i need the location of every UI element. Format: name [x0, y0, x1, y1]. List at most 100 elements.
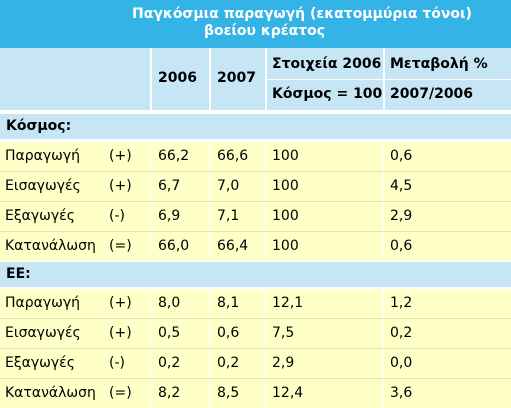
row-divider [0, 378, 511, 379]
row-2007: 8,1 [217, 295, 240, 311]
cell-divider [265, 349, 266, 378]
cell-divider [150, 202, 151, 231]
row-2007: 66,6 [217, 148, 249, 164]
row-sign: (+) [109, 148, 132, 164]
row-2006: 66,0 [158, 238, 190, 254]
cell-divider [209, 172, 210, 201]
row-2007: 0,6 [217, 325, 240, 341]
section-label: Κόσμος: [6, 118, 72, 134]
cell-divider [265, 289, 266, 318]
row-name: Εισαγωγές [5, 325, 81, 341]
cell-divider [265, 379, 266, 408]
row-sign: (+) [109, 325, 132, 341]
table-header: 2006 2007 Στοιχεία 2006 Κόσμος = 100 Μετ… [0, 48, 511, 110]
row-divider [0, 171, 511, 172]
row-name: Κατανάλωση [5, 238, 96, 254]
table-row: Εξαγωγές (-) 0,2 0,2 2,9 0,0 [0, 349, 511, 378]
header-2007: 2007 [217, 70, 256, 86]
row-change: 1,2 [390, 295, 413, 311]
header-index-bottom: Κόσμος = 100 [272, 86, 383, 102]
row-sign: (-) [109, 355, 125, 371]
cell-divider [209, 202, 210, 231]
header-change-bottom: 2007/2006 [390, 86, 474, 102]
row-name: Εξαγωγές [5, 355, 75, 371]
row-change: 4,5 [390, 178, 413, 194]
header-col-divider [150, 48, 152, 110]
row-2006: 6,9 [158, 208, 181, 224]
row-name: Παραγωγή [5, 295, 81, 311]
row-index: 12,4 [272, 385, 304, 401]
row-2006: 66,2 [158, 148, 190, 164]
row-divider [0, 231, 511, 232]
cell-divider [209, 232, 210, 261]
row-2006: 6,7 [158, 178, 181, 194]
section-eu: ΕΕ: [0, 262, 511, 287]
table-row: Εισαγωγές (+) 0,5 0,6 7,5 0,2 [0, 319, 511, 348]
row-sign: (=) [109, 385, 132, 401]
cell-divider [150, 289, 151, 318]
cell-divider [209, 142, 210, 171]
cell-divider [150, 349, 151, 378]
row-sign: (=) [109, 238, 132, 254]
header-col-divider [383, 48, 385, 110]
cell-divider [209, 379, 210, 408]
table-row: Εξαγωγές (-) 6,9 7,1 100 2,9 [0, 202, 511, 231]
row-index: 7,5 [272, 325, 295, 341]
cell-divider [383, 232, 384, 261]
table-row: Παραγωγή (+) 66,2 66,6 100 0,6 [0, 142, 511, 171]
cell-divider [383, 349, 384, 378]
cell-divider [150, 232, 151, 261]
row-change: 2,9 [390, 208, 413, 224]
row-name: Κατανάλωση [5, 385, 96, 401]
cell-divider [150, 172, 151, 201]
row-sign: (+) [109, 295, 132, 311]
row-2007: 8,5 [217, 385, 240, 401]
cell-divider [383, 319, 384, 348]
row-2007: 7,0 [217, 178, 240, 194]
cell-divider [265, 319, 266, 348]
table-row: Κατανάλωση (=) 8,2 8,5 12,4 3,6 [0, 379, 511, 408]
row-index: 100 [272, 148, 299, 164]
row-name: Εξαγωγές [5, 208, 75, 224]
row-index: 2,9 [272, 355, 295, 371]
row-divider [0, 348, 511, 349]
cell-divider [383, 289, 384, 318]
row-change: 0,6 [390, 238, 413, 254]
row-2007: 66,4 [217, 238, 249, 254]
cell-divider [150, 319, 151, 348]
row-divider [0, 318, 511, 319]
table-row: Κατανάλωση (=) 66,0 66,4 100 0,6 [0, 232, 511, 261]
table-title: Παγκόσμια παραγωγή (εκατομμύρια τόνοι) β… [0, 0, 511, 48]
header-2006: 2006 [158, 70, 197, 86]
row-change: 0,0 [390, 355, 413, 371]
row-change: 3,6 [390, 385, 413, 401]
table-row: Παραγωγή (+) 8,0 8,1 12,1 1,2 [0, 289, 511, 318]
cell-divider [150, 142, 151, 171]
cell-divider [265, 202, 266, 231]
header-col-divider [209, 48, 211, 110]
cell-divider [150, 379, 151, 408]
header-col-divider [265, 48, 267, 110]
cell-divider [265, 172, 266, 201]
cell-divider [383, 379, 384, 408]
row-sign: (+) [109, 178, 132, 194]
cell-divider [265, 142, 266, 171]
row-name: Εισαγωγές [5, 178, 81, 194]
row-index: 100 [272, 208, 299, 224]
cell-divider [209, 349, 210, 378]
row-index: 100 [272, 178, 299, 194]
row-index: 12,1 [272, 295, 304, 311]
section-label: ΕΕ: [6, 266, 31, 282]
cell-divider [265, 232, 266, 261]
cell-divider [383, 202, 384, 231]
header-divider [265, 79, 511, 80]
row-name: Παραγωγή [5, 148, 81, 164]
cell-divider [383, 142, 384, 171]
table-row: Εισαγωγές (+) 6,7 7,0 100 4,5 [0, 172, 511, 201]
row-sign: (-) [109, 208, 125, 224]
row-2006: 0,2 [158, 355, 181, 371]
header-index-top: Στοιχεία 2006 [272, 56, 382, 72]
section-world: Κόσμος: [0, 114, 511, 139]
row-2006: 8,0 [158, 295, 181, 311]
